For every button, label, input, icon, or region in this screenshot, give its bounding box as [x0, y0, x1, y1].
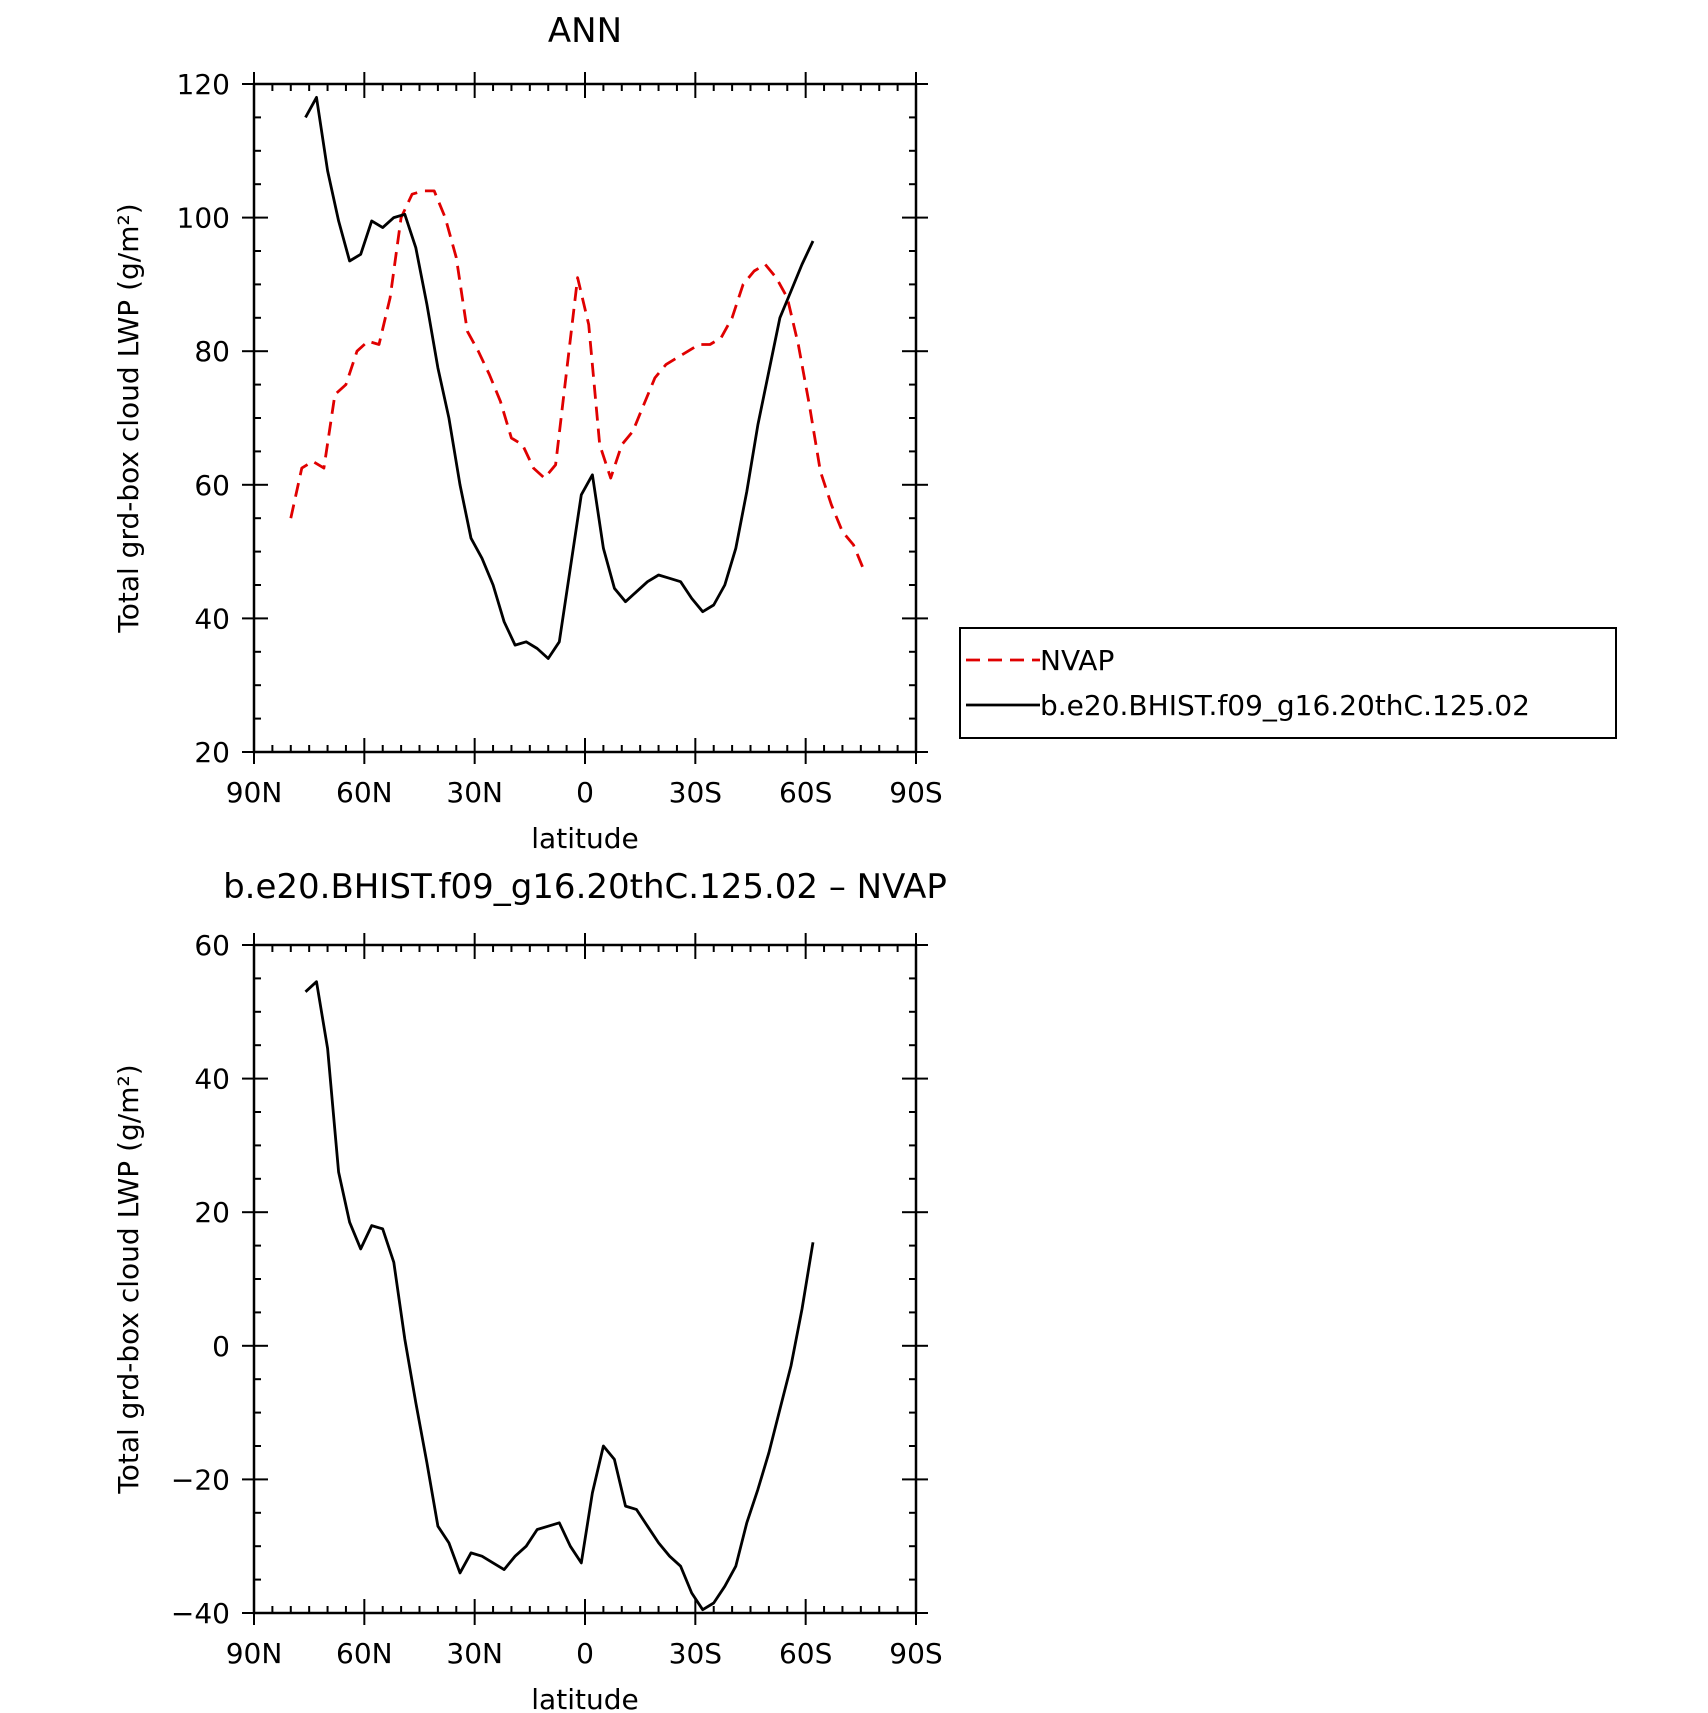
legend: NVAP b.e20.BHIST.f09_g16.20thC.125.02 [959, 627, 1617, 739]
y-tick-label: 80 [194, 335, 230, 368]
x-tick-label: 90S [889, 776, 942, 809]
plot-frame [252, 943, 918, 1615]
y-tick-label: −40 [171, 1597, 230, 1630]
x-tick-label: 90S [889, 1637, 942, 1670]
y-tick-label: 40 [194, 602, 230, 635]
y-tick-label: 100 [177, 202, 230, 235]
x-tick-label: 30S [669, 1637, 722, 1670]
chart-panel-2: b.e20.BHIST.f09_g16.20thC.125.02 – NVAP 9… [112, 867, 947, 1713]
x-tick-label: 60N [336, 1637, 393, 1670]
x-tick-label: 90N [226, 776, 283, 809]
x-tick-label: 30N [446, 776, 503, 809]
legend-entry: b.e20.BHIST.f09_g16.20thC.125.02 [1040, 689, 1530, 722]
series-line-2 [304, 96, 815, 660]
y-axis-label: Total grd-box cloud LWP (g/m²) [112, 1064, 145, 1494]
x-axis-label: latitude [531, 1683, 638, 1713]
y-tick-label: 40 [194, 1063, 230, 1096]
chart-title: ANN [548, 11, 622, 51]
chart-title: b.e20.BHIST.f09_g16.20thC.125.02 – NVAP [223, 867, 947, 907]
y-tick-label: 0 [212, 1330, 230, 1363]
x-tick-label: 90N [226, 1637, 283, 1670]
y-tick-label: 20 [194, 1196, 230, 1229]
y-axis-label: Total grd-box cloud LWP (g/m²) [112, 203, 145, 633]
x-tick-label: 60N [336, 776, 393, 809]
x-tick-label: 0 [576, 776, 594, 809]
series-line-1 [289, 189, 866, 573]
plot-frame [252, 82, 918, 754]
y-tick-label: 20 [194, 736, 230, 769]
x-tick-label: 60S [779, 776, 832, 809]
x-axis-label: latitude [531, 822, 638, 855]
series-line-1 [304, 980, 815, 1612]
y-tick-label: 60 [194, 469, 230, 502]
x-tick-label: 30S [669, 776, 722, 809]
y-tick-label: 60 [194, 929, 230, 962]
x-tick-label: 60S [779, 1637, 832, 1670]
legend-entry: NVAP [1040, 644, 1114, 677]
x-tick-label: 0 [576, 1637, 594, 1670]
x-tick-label: 30N [446, 1637, 503, 1670]
legend-box [959, 627, 1617, 739]
y-tick-label: −20 [171, 1463, 230, 1496]
y-tick-label: 120 [177, 68, 230, 101]
chart-panel-1: ANN 90N 60N 30N 0 30S 60S 90S 20 40 60 80 100 120 lati… [112, 11, 1617, 855]
